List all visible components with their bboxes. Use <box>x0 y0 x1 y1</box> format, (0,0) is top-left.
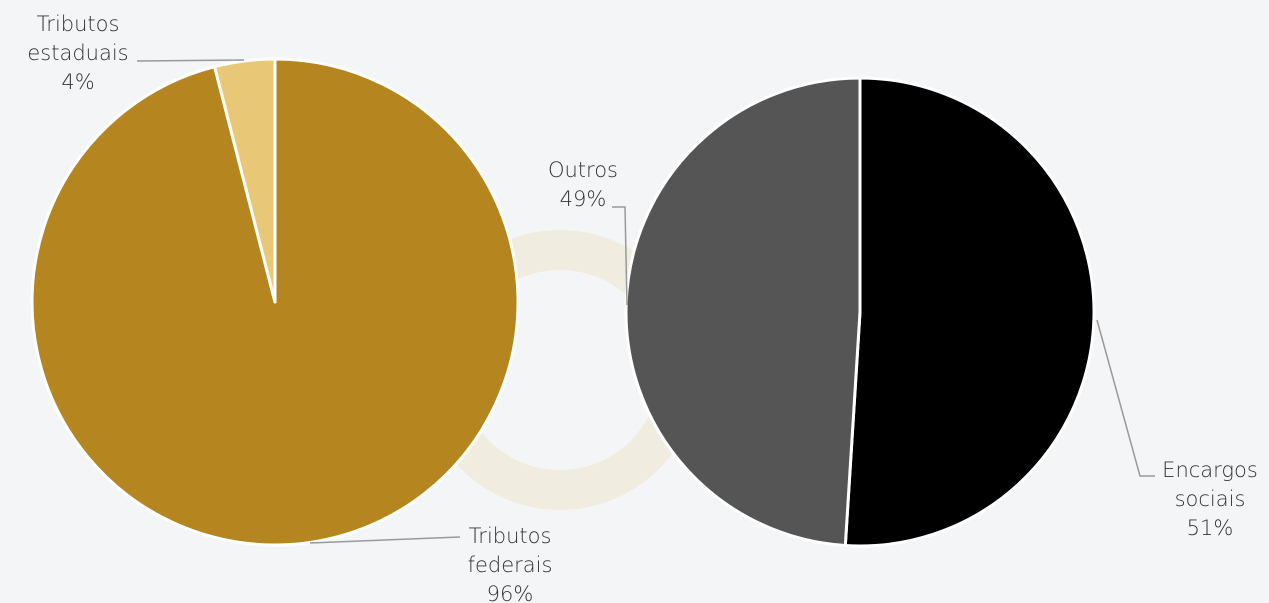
leader-line <box>1096 319 1155 477</box>
slice-name: Tributos federais <box>467 524 553 577</box>
slice-value: 4% <box>61 70 95 94</box>
slice-label: Tributos federais 96% <box>440 522 580 603</box>
slice-name: Encargos sociais <box>1162 458 1258 511</box>
pie-slice <box>624 76 862 548</box>
slice-value: 49% <box>559 187 607 211</box>
slice-name: Tributos estaduais <box>27 12 129 65</box>
slice-label: Encargos sociais 51% <box>1155 456 1265 543</box>
leader-line <box>612 206 628 306</box>
slice-value: 96% <box>486 582 534 603</box>
slice-name: Outros <box>547 158 619 182</box>
slice-value: 51% <box>1186 516 1234 540</box>
slice-label: Tributos estaduais 4% <box>18 10 138 97</box>
leader-line <box>309 536 461 544</box>
pie-slice <box>213 57 277 304</box>
slice-label: Outros 49% <box>533 156 633 214</box>
pie-slice <box>843 76 1096 548</box>
leader-line <box>136 59 245 62</box>
